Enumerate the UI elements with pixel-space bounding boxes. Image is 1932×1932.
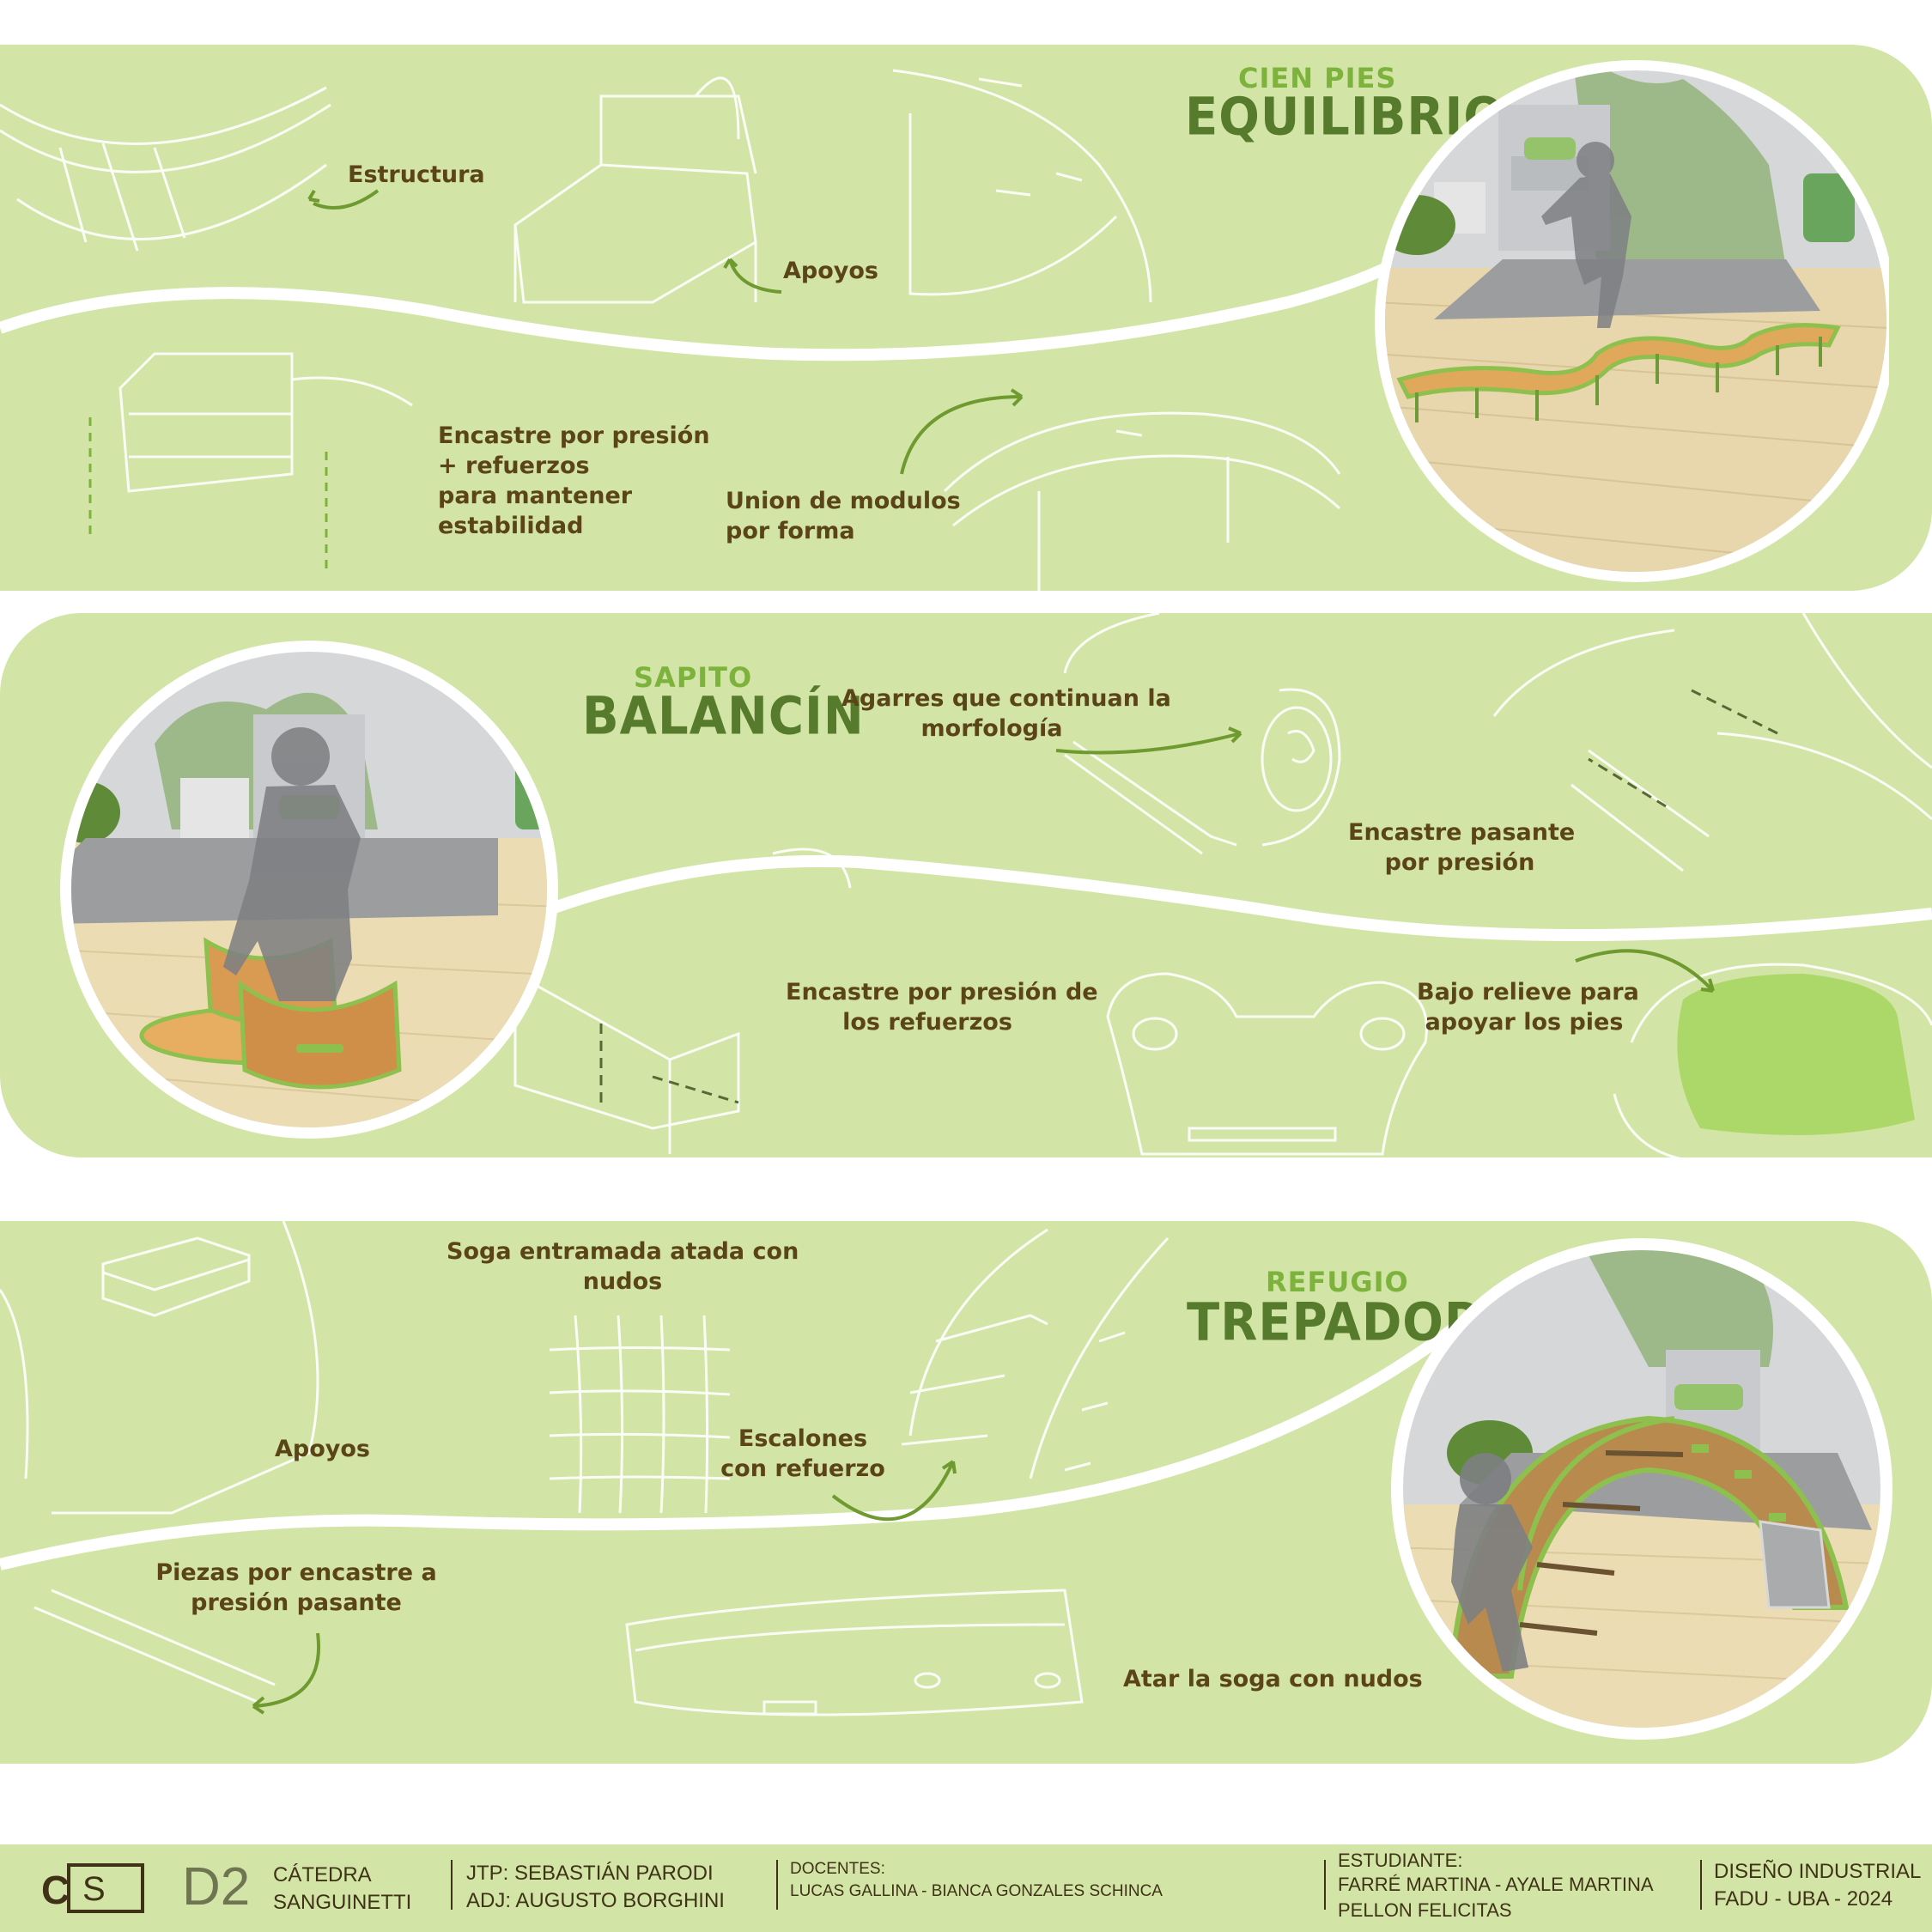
product-subtitle: SAPITO: [634, 661, 753, 694]
note-line: por presión: [1384, 849, 1535, 876]
note-line: Bajo relieve para: [1417, 979, 1639, 1005]
course-code: D2: [182, 1857, 251, 1917]
catedra-label: CÁTEDRA: [273, 1863, 372, 1886]
panel-cien-pies: Estructura Apoyos Encastre por presión +…: [0, 45, 1932, 591]
note-soga-entramada: Soga entramada atada con nudos: [447, 1236, 799, 1297]
logo-letter-c: C: [41, 1868, 70, 1912]
institucion: FADU - UBA - 2024: [1714, 1887, 1893, 1911]
wave-divider: [0, 212, 1465, 361]
note-encastre-refuerzos: Encastre por presión de los refuerzos: [786, 977, 1098, 1037]
logo-letter-s: S: [82, 1870, 106, 1908]
note-line: Agarres que continuan la: [841, 685, 1171, 712]
panel2-line-drawings: [513, 613, 1932, 1157]
logo-cs: C S: [41, 1863, 148, 1915]
dashed-arrow-refuerzo-2: [652, 1075, 739, 1104]
note-bajo-relieve: Bajo relieve para apoyar los pies: [1417, 977, 1639, 1037]
footer: C S D2 CÁTEDRA SANGUINETTI JTP: SEBASTIÁ…: [0, 1844, 1932, 1932]
note-line: por forma: [726, 518, 855, 544]
note-atar-soga: Atar la soga con nudos: [1123, 1666, 1423, 1692]
adj-line: ADJ: AUGUSTO BORGHINI: [466, 1889, 725, 1913]
note-line: Piezas por encastre a: [155, 1559, 437, 1586]
render-sapito: [60, 641, 558, 1139]
docentes-label: DOCENTES:: [790, 1860, 885, 1878]
foot-relief-shape: [1677, 974, 1915, 1135]
arrow-piezas: [252, 1632, 320, 1708]
arrow-estructura: [313, 189, 380, 210]
estudiante-line-1: FARRÉ MARTINA - AYALE MARTINA: [1338, 1874, 1654, 1895]
carrera: DISEÑO INDUSTRIAL: [1714, 1860, 1922, 1883]
dashed-arrow-pasante-1: [1691, 689, 1778, 735]
arrow-agarres: [1055, 732, 1242, 755]
note-union-modulos: Union de modulos por forma: [726, 486, 961, 546]
adj-name: AUGUSTO BORGHINI: [515, 1889, 725, 1912]
note-line: los refuerzos: [842, 1009, 1012, 1036]
note-line: Encastre por presión: [438, 422, 710, 449]
note-line: Union de modulos: [726, 488, 961, 514]
separator: [1324, 1860, 1326, 1910]
note-line: Soga entramada atada con: [447, 1238, 799, 1265]
docentes-names: LUCAS GALLINA - BIANCA GONZALES SCHINCA: [790, 1882, 1163, 1900]
jtp-label: JTP:: [466, 1862, 509, 1885]
arrow-escalones: [831, 1461, 955, 1522]
logo-box: S: [67, 1863, 144, 1913]
separator: [776, 1860, 778, 1910]
render-cien-pies: [1375, 60, 1889, 582]
product-title: BALANCÍN: [582, 686, 865, 747]
panel-refugio: Soga entramada atada con nudos Apoyos Es…: [0, 1221, 1932, 1764]
panel1-line-drawings: [0, 69, 1465, 591]
note-line: Escalones: [738, 1425, 868, 1452]
catedra-name: SANGUINETTI: [273, 1891, 412, 1914]
note-line: + refuerzos: [438, 453, 590, 479]
note-line: presión pasante: [191, 1589, 402, 1616]
note-line: Encastre por presión de: [786, 979, 1098, 1005]
note-line: nudos: [582, 1268, 663, 1295]
panel-sapito: SAPITO BALANCÍN Agarres que continuan la…: [0, 613, 1932, 1157]
render-refugio: [1391, 1238, 1893, 1740]
separator: [1700, 1860, 1702, 1910]
jtp-name: SEBASTIÁN PARODI: [514, 1862, 714, 1885]
estudiante-label: ESTUDIANTE:: [1338, 1850, 1463, 1871]
note-line: para mantener: [438, 483, 633, 509]
product-subtitle: REFUGIO: [1266, 1266, 1409, 1298]
arrow-apoyos: [728, 258, 782, 294]
panel3-line-drawings: [0, 1221, 1464, 1716]
note-line: con refuerzo: [720, 1455, 885, 1482]
note-line: morfología: [920, 715, 1063, 742]
note-line: Encastre pasante: [1348, 819, 1576, 846]
note-line: apoyar los pies: [1425, 1009, 1624, 1036]
note-line: estabilidad: [438, 513, 584, 539]
jtp-line: JTP: SEBASTIÁN PARODI: [466, 1862, 714, 1886]
arrow-union: [900, 395, 1023, 475]
product-subtitle: CIEN PIES: [1238, 62, 1397, 94]
arrow-relieve: [1575, 949, 1715, 993]
note-encastre-presion: Encastre por presión + refuerzos para ma…: [438, 421, 710, 541]
note-encastre-pasante: Encastre pasante por presión: [1348, 817, 1576, 878]
dashed-arrow-pasante-2: [1588, 757, 1667, 808]
note-estructura: Estructura: [348, 161, 485, 188]
note-agarres: Agarres que continuan la morfología: [841, 683, 1171, 744]
note-apoyos: Apoyos: [783, 258, 878, 284]
wave-divider: [0, 1319, 1464, 1571]
note-apoyos: Apoyos: [275, 1436, 370, 1462]
note-escalones: Escalones con refuerzo: [704, 1424, 902, 1484]
separator: [451, 1860, 453, 1910]
note-piezas-encastre: Piezas por encastre a presión pasante: [155, 1558, 438, 1618]
wave-divider: [513, 854, 1932, 941]
adj-label: ADJ:: [466, 1889, 512, 1912]
estudiante-line-2: PELLON FELICITAS: [1338, 1899, 1512, 1921]
